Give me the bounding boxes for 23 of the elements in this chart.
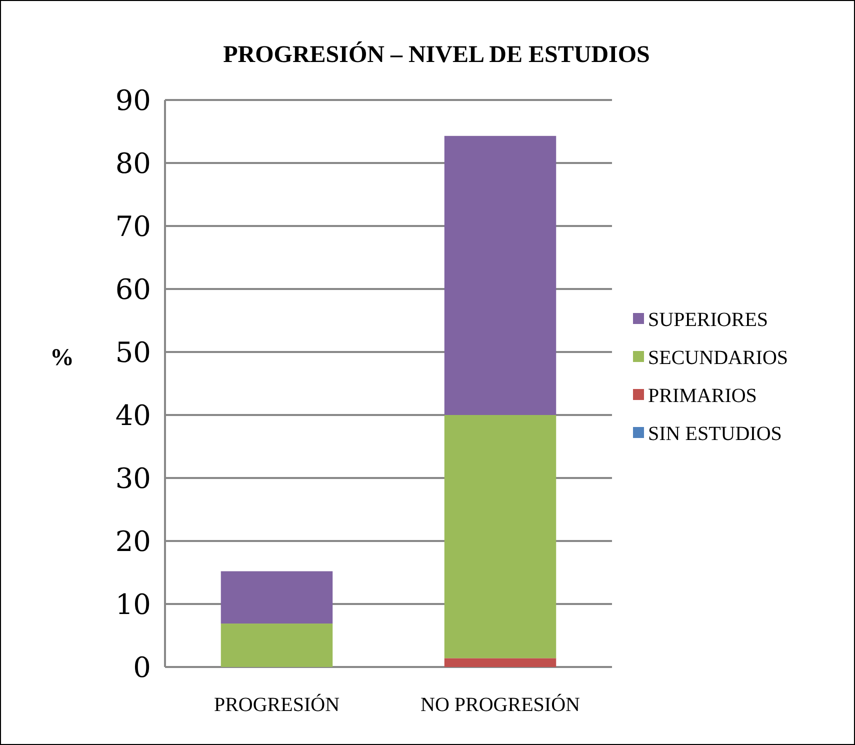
y-axis-title: % [50, 345, 74, 371]
bar [220, 571, 333, 624]
y-tick-label: 0 [133, 650, 151, 684]
y-tick-label: 30 [115, 462, 151, 495]
legend-label: SECUNDARIOS [648, 347, 788, 369]
legend-label: PRIMARIOS [648, 385, 757, 407]
y-tick-label: 90 [115, 84, 151, 117]
legend-label: SIN ESTUDIOS [648, 423, 782, 445]
y-tick-label: 60 [115, 272, 151, 306]
y-tick-label: 70 [115, 210, 151, 243]
bar [444, 136, 556, 415]
y-tick-label: 40 [115, 398, 151, 432]
legend-label: SUPERIORES [648, 309, 768, 331]
bar [444, 658, 556, 667]
chart-title: PROGRESIÓN – NIVEL DE ESTUDIOS [223, 41, 650, 68]
y-tick-label: 80 [115, 146, 151, 180]
bar [220, 624, 333, 667]
x-tick-label: PROGRESIÓN [214, 693, 340, 716]
bar [444, 415, 556, 658]
y-tick-label: 10 [115, 588, 151, 621]
x-tick-label: NO PROGRESIÓN [420, 693, 580, 716]
y-tick-label: 50 [115, 336, 151, 369]
y-tick-label: 20 [115, 524, 151, 558]
